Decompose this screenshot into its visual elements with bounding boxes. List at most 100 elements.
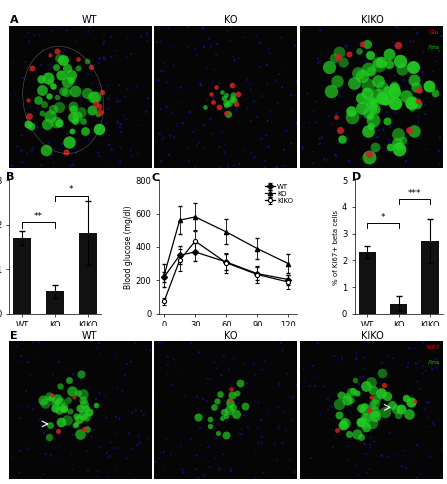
- Point: [68, 72, 75, 80]
- Point: [203, 64, 210, 72]
- Point: [193, 51, 200, 59]
- Point: [274, 99, 282, 106]
- Point: [46, 139, 53, 147]
- Point: [124, 34, 131, 42]
- Point: [317, 26, 324, 34]
- Point: [342, 419, 349, 426]
- Text: KO: KO: [224, 332, 237, 342]
- Point: [85, 111, 92, 119]
- Point: [364, 65, 371, 73]
- Point: [184, 23, 191, 31]
- Point: [144, 94, 152, 102]
- Point: [436, 134, 443, 142]
- Point: [312, 119, 320, 126]
- Point: [267, 108, 274, 116]
- Point: [228, 23, 235, 31]
- Point: [419, 370, 426, 378]
- Point: [36, 416, 43, 424]
- Point: [96, 152, 103, 160]
- Point: [197, 424, 204, 432]
- Point: [355, 380, 362, 388]
- Point: [185, 157, 192, 165]
- Point: [68, 127, 76, 135]
- Point: [360, 373, 367, 381]
- Point: [408, 103, 415, 111]
- Point: [352, 97, 359, 105]
- Point: [316, 140, 323, 148]
- Point: [212, 434, 219, 442]
- Point: [56, 94, 63, 102]
- Point: [233, 389, 240, 397]
- Point: [123, 115, 130, 123]
- Point: [299, 145, 307, 152]
- Point: [380, 381, 388, 389]
- Point: [199, 454, 207, 462]
- Point: [231, 383, 238, 391]
- Point: [105, 105, 112, 113]
- Point: [27, 102, 34, 110]
- Point: [178, 464, 185, 472]
- Point: [103, 414, 110, 422]
- Point: [299, 143, 306, 151]
- Point: [104, 472, 111, 480]
- Point: [367, 93, 374, 101]
- Point: [424, 423, 431, 430]
- Bar: [46, 291, 64, 314]
- Point: [49, 27, 56, 35]
- Point: [411, 25, 418, 33]
- Point: [241, 146, 249, 154]
- Point: [410, 127, 417, 135]
- Point: [79, 390, 86, 398]
- Point: [337, 421, 345, 429]
- Point: [73, 71, 80, 78]
- Point: [226, 399, 233, 407]
- Point: [326, 402, 333, 410]
- Point: [377, 389, 384, 397]
- Point: [225, 396, 232, 404]
- Point: [244, 407, 251, 414]
- Point: [91, 93, 98, 101]
- Point: [380, 371, 387, 379]
- Point: [164, 370, 171, 378]
- Point: [83, 89, 90, 97]
- Point: [122, 93, 129, 101]
- Point: [216, 103, 223, 111]
- Point: [72, 117, 79, 125]
- Point: [392, 72, 399, 79]
- Point: [430, 26, 437, 33]
- Point: [184, 145, 191, 152]
- Point: [345, 157, 352, 165]
- Point: [392, 58, 400, 65]
- Point: [191, 45, 198, 53]
- Point: [116, 415, 123, 423]
- Point: [244, 105, 251, 112]
- Point: [46, 49, 54, 57]
- Point: [167, 451, 174, 459]
- Point: [158, 67, 165, 75]
- Point: [363, 469, 371, 476]
- Point: [219, 450, 227, 458]
- Point: [293, 77, 300, 85]
- Point: [335, 400, 342, 408]
- Point: [402, 92, 409, 100]
- Point: [333, 109, 340, 117]
- Point: [53, 93, 60, 101]
- Point: [93, 395, 100, 403]
- Point: [81, 387, 89, 394]
- Point: [412, 397, 419, 405]
- Point: [72, 412, 79, 420]
- Point: [369, 98, 376, 106]
- Point: [416, 385, 423, 393]
- Point: [67, 127, 75, 135]
- Point: [392, 23, 399, 30]
- Point: [358, 419, 365, 426]
- Point: [45, 74, 52, 82]
- Point: [386, 50, 393, 58]
- Point: [59, 87, 66, 94]
- Point: [69, 113, 76, 121]
- Point: [338, 425, 345, 433]
- Point: [84, 57, 91, 64]
- Point: [49, 399, 56, 407]
- Point: [85, 136, 92, 144]
- Point: [127, 358, 135, 365]
